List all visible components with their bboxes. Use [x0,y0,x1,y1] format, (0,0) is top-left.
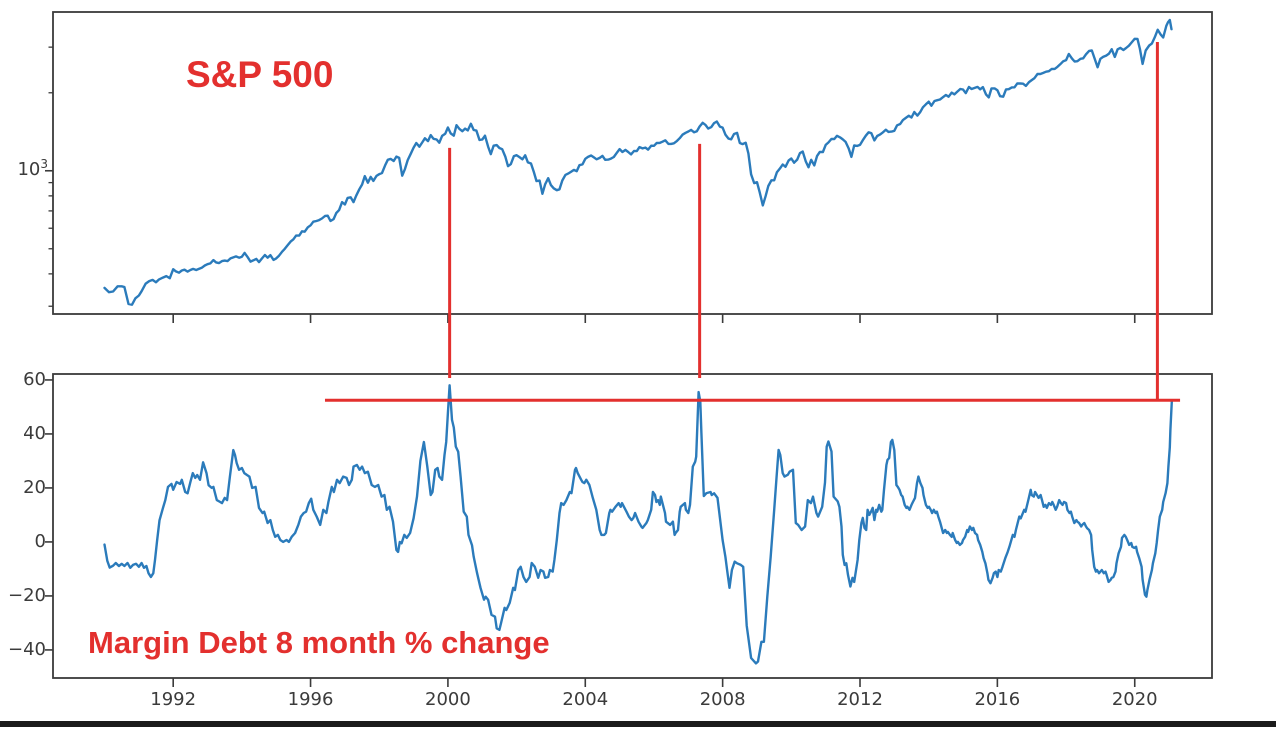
top-y-axis-power-label: 103 [12,158,48,179]
y-tick-label: −20 [8,584,46,606]
x-tick-label: 2004 [562,689,609,710]
power-exponent: 3 [40,157,48,171]
bottom-series-line [103,384,1174,665]
y-tick-label: 0 [34,530,46,552]
margin-debt-annotation-label: Margin Debt 8 month % change [88,625,550,660]
x-tick-label: 2000 [425,689,471,710]
x-tick-label: 1996 [287,689,334,710]
x-tick-label: 2008 [699,689,746,710]
x-tick-label: 1992 [150,689,197,710]
y-tick-label: −40 [8,638,46,660]
x-tick-label: 2012 [837,689,883,710]
sp500-annotation-label: S&P 500 [186,54,334,95]
x-tick-label: 2020 [1111,689,1158,710]
power-base: 10 [17,159,41,180]
bottom-panel-frame [52,373,1213,679]
top-panel-frame [52,11,1213,315]
y-tick-label: 20 [23,476,46,498]
top-series-line [103,18,1173,306]
x-tick-label: 2016 [974,689,1021,710]
y-tick-label: 60 [23,368,46,390]
y-tick-label: 40 [23,422,46,444]
screenshot-bottom-bar [0,721,1276,727]
